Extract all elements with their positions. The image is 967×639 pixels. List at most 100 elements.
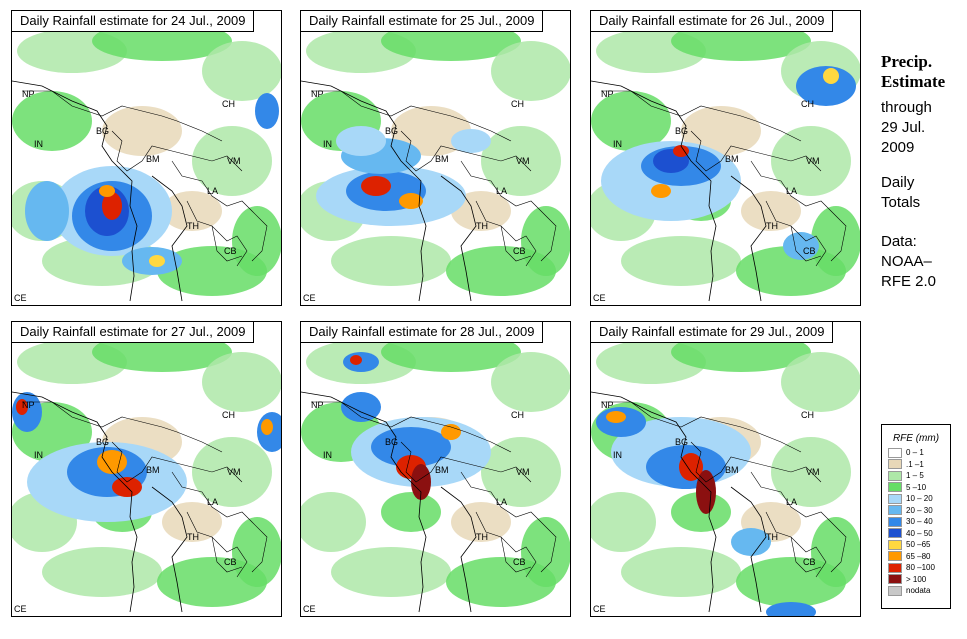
- side-date-line1: 29 Jul.: [881, 119, 926, 136]
- country-label-ch: CH: [801, 99, 814, 109]
- country-label-la: LA: [207, 186, 219, 196]
- side-data-line3: RFE 2.0: [881, 273, 937, 290]
- rain-field-blob: [591, 492, 656, 552]
- rain-field-blob: [391, 106, 471, 156]
- legend-swatch: [888, 505, 902, 516]
- legend-label: 65 –80: [906, 551, 931, 561]
- legend-label: .1 –1: [906, 459, 924, 469]
- rain-field-blob: [811, 206, 860, 276]
- side-data-line2: NOAA–: [881, 253, 932, 270]
- coastline: [591, 80, 767, 302]
- country-label-ch: CH: [222, 410, 235, 420]
- rain-cell: [261, 419, 273, 435]
- legend-title: RFE (mm): [892, 433, 940, 444]
- country-border: [311, 401, 512, 453]
- side-title-line1: Precip.: [881, 52, 933, 71]
- country-label-ce: CE: [303, 604, 316, 614]
- legend-item: 40 – 50: [888, 528, 950, 540]
- legend-item: 10 – 20: [888, 493, 950, 505]
- country-label-th: TH: [476, 532, 488, 542]
- rain-cell: [441, 424, 461, 440]
- map-panel-28-jul: Daily Rainfall estimate for 28 Jul., 200…: [300, 321, 571, 617]
- rain-field-blob: [521, 517, 570, 587]
- country-border: [790, 536, 822, 573]
- country-label-cb: CB: [803, 557, 816, 567]
- legend-label: 10 – 20: [906, 494, 933, 504]
- country-border: [690, 441, 822, 483]
- rain-field-blob: [521, 206, 570, 276]
- country-label-cb: CB: [803, 246, 816, 256]
- side-daily-line1: Daily: [881, 174, 915, 191]
- map-panel-29-jul: Daily Rainfall estimate for 29 Jul., 200…: [590, 321, 861, 617]
- country-border: [171, 160, 268, 262]
- country-label-bm: BM: [146, 154, 160, 164]
- rain-field-blob: [331, 547, 451, 597]
- side-data-source: Data: NOAA– RFE 2.0: [881, 232, 936, 292]
- country-label-np: NP: [601, 400, 614, 410]
- rain-cell: [606, 411, 626, 423]
- panel-title: Daily Rainfall estimate for 29 Jul., 200…: [591, 322, 834, 343]
- country-label-bm: BM: [725, 154, 739, 164]
- country-label-ch: CH: [511, 410, 524, 420]
- country-label-th: TH: [476, 221, 488, 231]
- rain-cell: [823, 68, 839, 84]
- rainfall-map: [591, 21, 860, 302]
- side-daily: Daily Totals: [881, 173, 920, 213]
- legend-swatch: [888, 551, 902, 562]
- panel-title: Daily Rainfall estimate for 27 Jul., 200…: [12, 322, 255, 343]
- coastline: [12, 391, 188, 613]
- legend-label: 30 – 40: [906, 517, 933, 527]
- panel-title: Daily Rainfall estimate for 25 Jul., 200…: [301, 11, 544, 32]
- rain-field-blob: [331, 236, 451, 286]
- country-label-in: IN: [613, 139, 622, 149]
- rain-cell: [651, 184, 671, 198]
- country-label-th: TH: [766, 221, 778, 231]
- side-title-line2: Estimate: [881, 72, 946, 91]
- country-border: [690, 130, 822, 172]
- rain-field: [301, 21, 570, 296]
- rain-cell: [679, 453, 703, 481]
- legend-label: > 100: [906, 574, 927, 584]
- legend-item: > 100: [888, 574, 950, 586]
- country-label-la: LA: [786, 186, 798, 196]
- side-data-line1: Data:: [881, 233, 917, 250]
- country-label-ch: CH: [511, 99, 524, 109]
- country-border: [460, 160, 557, 262]
- panel-title: Daily Rainfall estimate for 26 Jul., 200…: [591, 11, 834, 32]
- country-label-bg: BG: [675, 126, 689, 136]
- rain-field-blob: [202, 352, 281, 412]
- country-label-cb: CB: [224, 557, 237, 567]
- country-label-bg: BG: [96, 437, 110, 447]
- panel-title: Daily Rainfall estimate for 28 Jul., 200…: [301, 322, 544, 343]
- legend-swatch: [888, 493, 902, 504]
- country-label-ce: CE: [14, 604, 27, 614]
- country-label-vm: VM: [806, 467, 820, 477]
- legend-item: 5 –10: [888, 482, 950, 494]
- legend-item: .1 –1: [888, 459, 950, 471]
- legend-item: 0 – 1: [888, 447, 950, 459]
- country-border: [111, 130, 243, 172]
- side-through: through: [881, 99, 932, 116]
- country-label-ch: CH: [801, 410, 814, 420]
- legend-label: 1 – 5: [906, 471, 924, 481]
- rainfall-map: [591, 332, 860, 616]
- country-border: [211, 225, 243, 262]
- country-border: [601, 90, 802, 142]
- rainfall-map: [301, 21, 570, 302]
- rain-cell: [99, 185, 115, 197]
- legend-label: 5 –10: [906, 482, 927, 492]
- legend-swatch: [888, 562, 902, 573]
- country-label-in: IN: [34, 139, 43, 149]
- rain-field-blob: [42, 547, 162, 597]
- legend-swatch: [888, 528, 902, 539]
- rain-field-blob: [232, 206, 281, 276]
- legend-swatch: [888, 447, 902, 458]
- coastline: [12, 80, 188, 302]
- legend-swatch: [888, 470, 902, 481]
- rain-field-blob: [12, 91, 92, 151]
- country-label-la: LA: [496, 186, 508, 196]
- rain-cell: [341, 392, 381, 422]
- map-panel-26-jul: Daily Rainfall estimate for 26 Jul., 200…: [590, 10, 861, 306]
- country-label-bg: BG: [675, 437, 689, 447]
